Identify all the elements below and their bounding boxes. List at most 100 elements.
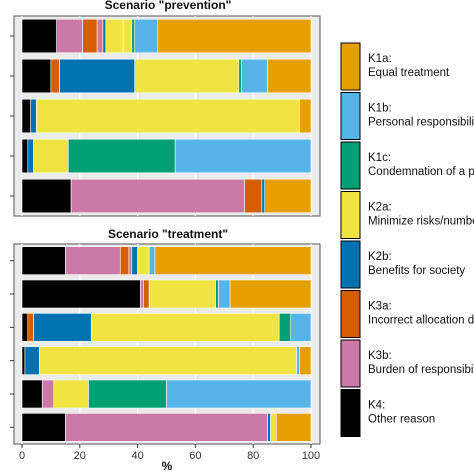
x-tick-label: 60 xyxy=(189,450,201,462)
bar-segment xyxy=(39,346,297,375)
bar-segment xyxy=(148,279,216,309)
legend-code: K1a: xyxy=(368,53,392,65)
bar-segment xyxy=(244,178,263,214)
bar-segment xyxy=(128,246,133,275)
legend-key xyxy=(340,92,361,140)
bar-segment xyxy=(21,313,29,342)
bar-segment xyxy=(105,18,124,54)
legend-label: Equal treatment xyxy=(368,67,450,79)
bar-segment xyxy=(96,18,104,54)
legend-key xyxy=(340,141,361,190)
bar-segment xyxy=(27,313,34,342)
bar-segment xyxy=(131,246,138,275)
bar-segment xyxy=(166,379,312,409)
bar-segment xyxy=(21,98,31,134)
bar-segment xyxy=(59,58,136,94)
legend-label: Incorrect allocation d xyxy=(368,315,474,327)
legend-code: K3b: xyxy=(368,350,392,362)
bar-segment xyxy=(21,346,26,375)
bar-segment xyxy=(70,178,245,214)
legend-key xyxy=(340,191,361,239)
bar-segment xyxy=(157,18,312,54)
legend-code: K1c: xyxy=(368,152,391,164)
x-tick-label: 80 xyxy=(247,450,259,462)
legend-label: Benefits for society xyxy=(368,265,465,277)
bar-segment xyxy=(119,246,130,275)
bar-segment xyxy=(24,346,40,375)
bar-segment xyxy=(102,18,107,54)
bar-segment xyxy=(143,279,150,309)
panel-title-treatment: Scenario "treatment" xyxy=(108,227,228,241)
bar-segment xyxy=(241,58,268,94)
bar-segment xyxy=(137,246,150,275)
panel-background-treatment xyxy=(13,243,321,445)
bar-segment xyxy=(56,18,83,54)
bar-segment xyxy=(276,413,312,442)
x-tick-label: 100 xyxy=(302,450,320,462)
legend-code: K3a: xyxy=(368,301,392,313)
legend-key xyxy=(340,42,361,91)
bars-treatment xyxy=(10,246,312,442)
bar-segment xyxy=(30,98,37,134)
legend-label: Condemnation of a pe xyxy=(368,166,474,178)
bar-segment xyxy=(21,279,141,309)
bar-segment xyxy=(299,98,312,134)
bar-segment xyxy=(270,413,277,442)
bar-segment xyxy=(27,138,34,174)
bar-segment xyxy=(21,379,43,409)
bar-segment xyxy=(88,379,167,409)
bar-segment xyxy=(33,313,92,342)
legend-code: K1b: xyxy=(368,103,392,115)
bar-segment xyxy=(278,313,292,342)
bar-segment xyxy=(33,138,69,174)
x-tick-label: 0 xyxy=(19,450,25,462)
panel-title-prevention: Scenario "prevention" xyxy=(105,0,232,12)
bar-segment xyxy=(261,178,266,214)
bar-segment xyxy=(21,138,29,174)
bar-segment xyxy=(21,413,66,442)
bar-segment xyxy=(36,98,300,134)
bar-segment xyxy=(50,58,60,94)
legend-code: K4: xyxy=(368,400,385,412)
bar-segment xyxy=(134,18,159,54)
bar-segment xyxy=(131,18,136,54)
bar-segment xyxy=(215,279,219,309)
bar-segment xyxy=(148,246,156,275)
bar-segment xyxy=(229,279,312,309)
legend-label: Burden of responsibil xyxy=(368,364,474,376)
legend-key xyxy=(340,339,361,388)
bar-segment xyxy=(21,246,66,275)
gridlines-treatment xyxy=(21,244,312,444)
x-tick-label: 20 xyxy=(74,450,86,462)
panel-treatment: Scenario "treatment" xyxy=(10,227,321,445)
legend-code: K2b: xyxy=(368,251,392,263)
bar-segment xyxy=(290,313,312,342)
legend-key xyxy=(340,389,361,437)
bar-segment xyxy=(299,346,312,375)
x-tick-label: 40 xyxy=(131,450,143,462)
bar-segment xyxy=(65,413,268,442)
bar-segment xyxy=(140,279,144,309)
bar-segment xyxy=(174,138,312,174)
bar-segment xyxy=(134,58,240,94)
bar-segment xyxy=(218,279,231,309)
bar-segment xyxy=(41,379,55,409)
x-axis-ticks: 0 20 40 60 80 100 xyxy=(19,444,320,462)
bar-segment xyxy=(267,413,271,442)
bar-segment xyxy=(53,379,89,409)
bar-segment xyxy=(267,58,312,94)
bars-prevention xyxy=(10,18,312,214)
bar-segment xyxy=(122,18,133,54)
x-axis-label: % xyxy=(162,459,173,473)
legend-label: Minimize risks/numbe xyxy=(368,216,474,228)
legend-key xyxy=(340,240,361,289)
legend: K1a: Equal treatment K1b: Personal responsi… xyxy=(340,42,474,437)
bar-segment xyxy=(238,58,242,94)
bar-segment xyxy=(21,18,57,54)
legend-label: Other reason xyxy=(368,414,435,426)
bar-segment xyxy=(67,138,176,174)
bar-segment xyxy=(82,18,98,54)
legend-key xyxy=(340,290,361,338)
bar-segment xyxy=(264,178,312,214)
